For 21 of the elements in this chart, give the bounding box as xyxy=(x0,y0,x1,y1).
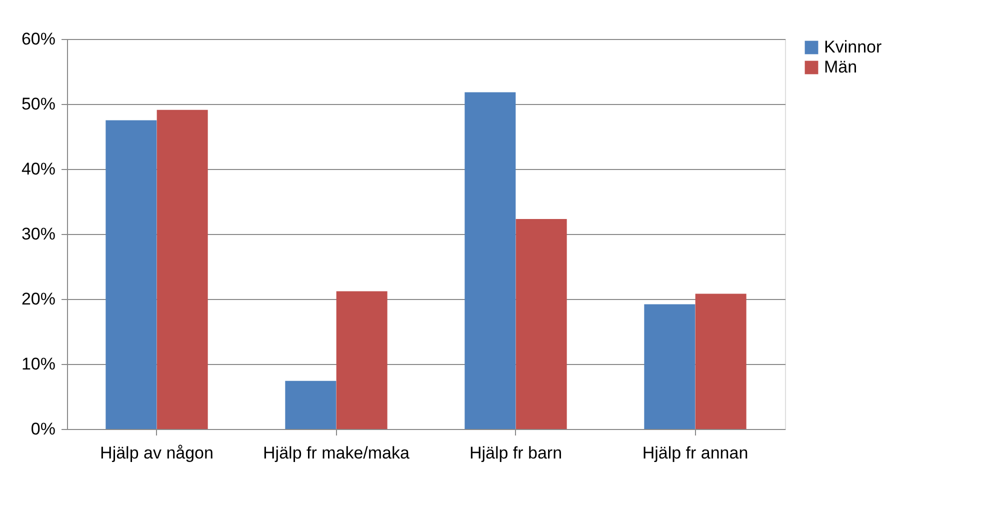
bar xyxy=(336,291,388,429)
bar xyxy=(695,294,746,429)
y-tick-label: 50% xyxy=(21,94,56,114)
x-tick-label: Hjälp av någon xyxy=(100,444,214,462)
legend-label: Män xyxy=(824,58,858,76)
y-tick-label: 20% xyxy=(21,290,56,308)
bar xyxy=(156,110,208,429)
x-tick-label: Hjälp fr annan xyxy=(642,444,748,462)
bar xyxy=(644,304,696,429)
y-tick-label: 30% xyxy=(21,224,56,244)
y-tick-label: 60% xyxy=(21,30,56,48)
bar xyxy=(106,120,157,429)
y-tick-label: 10% xyxy=(21,354,56,374)
y-tick-label: 0% xyxy=(30,420,56,438)
x-tick-label: Hjälp fr make/maka xyxy=(263,444,410,462)
bar xyxy=(516,219,567,429)
bar xyxy=(285,380,336,429)
y-tick-label: 40% xyxy=(21,160,56,178)
bar xyxy=(464,92,516,429)
legend-label: Kvinnor xyxy=(824,38,882,56)
x-tick-label: Hjälp fr barn xyxy=(469,444,562,462)
